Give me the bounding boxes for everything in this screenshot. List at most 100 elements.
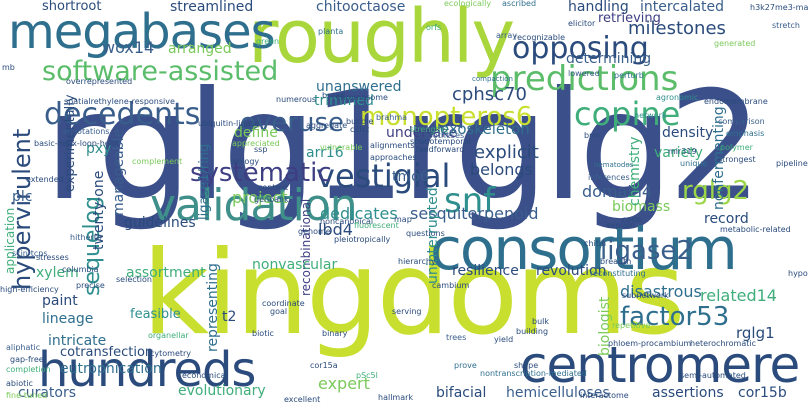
cloud-word-minor: columbia (62, 265, 99, 274)
cloud-word: assertions (652, 385, 724, 401)
cloud-word-minor: biology (230, 157, 260, 166)
cloud-word-minor: array (496, 31, 517, 40)
cloud-word-minor: semi-automated (680, 371, 746, 380)
cloud-word: vestigial (316, 157, 451, 195)
cloud-word-minor: strengths (410, 125, 448, 134)
cloud-word-minor: hallmark (378, 393, 414, 402)
cloud-word: belongs (470, 160, 533, 179)
cloud-word: validation (150, 180, 358, 231)
cloud-word-minor: brahma (376, 113, 408, 122)
cloud-word: ligase2 (600, 236, 693, 266)
cloud-word: rglg1 (736, 324, 775, 342)
cloud-word: snf (444, 181, 496, 221)
cloud-word-minor: genbank (254, 195, 289, 204)
cloud-word-minor: endomembrane (704, 97, 768, 106)
cloud-word-minor: stresses (36, 253, 69, 262)
cloud-word: curators (18, 385, 77, 401)
cloud-word-minor: overrepresented (66, 77, 133, 86)
cloud-word: systematic (190, 158, 332, 188)
cloud-word: representing (205, 263, 221, 352)
cloud-word-minor: building (516, 327, 549, 336)
cloud-word-minor: appreciated (232, 139, 280, 148)
cloud-word: revolution (536, 263, 607, 279)
cloud-word-minor: excellent (284, 395, 321, 404)
cloud-word-minor: extended (26, 175, 64, 184)
cloud-word-minor: compaction (472, 75, 513, 83)
cloud-word: exoskeleton (440, 120, 530, 138)
cloud-word-minor: aliphatic (6, 343, 41, 352)
cloud-word-minor: annotations (62, 127, 110, 136)
cloud-word-minor: numerous (276, 95, 317, 104)
cloud-word-minor: pleiotropically (334, 235, 391, 244)
cloud-word: eutrophication (60, 361, 162, 377)
cloud-word-minor: ubiquitin-ligase (198, 119, 260, 128)
cloud-word-minor: ecologically (444, 0, 492, 8)
cloud-word: expert (318, 374, 370, 393)
cloud-word: cphsc70 (452, 84, 527, 105)
cloud-word: disastrous (620, 282, 702, 301)
cloud-word-minor: scin-tcps (12, 249, 48, 258)
cloud-word: define (234, 125, 278, 141)
cloud-word-minor: spatialrethylene-responsive (64, 97, 175, 106)
cloud-word-minor: chitin (584, 239, 607, 248)
cloud-word: lineage (42, 311, 94, 327)
cloud-word-minor: trees (446, 333, 467, 342)
cloud-word: wox14 (102, 38, 155, 57)
cloud-word-minor: polymer (720, 143, 753, 152)
cloud-word-minor: network (634, 111, 667, 120)
cloud-word-minor: aggregate (306, 121, 348, 130)
cloud-word-minor: chromosome (336, 93, 388, 102)
cloud-word-minor: cor15a (310, 361, 338, 370)
cloud-word: related14 (700, 286, 777, 305)
cloud-word: application (3, 207, 17, 274)
cloud-word-minor: biotic (252, 329, 274, 338)
cloud-word: streamlined (170, 0, 254, 15)
cloud-word: record (704, 211, 749, 227)
cloud-word-minor: high-efficiency (0, 285, 59, 294)
cloud-word: pxy (86, 141, 112, 157)
cloud-word: retrieving (598, 11, 661, 26)
cloud-word: chemistry (627, 136, 643, 206)
cloud-word: project (232, 188, 288, 207)
cloud-word-minor: abiotic (6, 379, 33, 388)
cloud-word: evolutionary (178, 383, 266, 399)
cloud-word: arr16 (306, 145, 344, 161)
cloud-word: domain4 (582, 182, 653, 201)
cloud-word-minor: precise (76, 281, 105, 290)
cloud-word-minor: economical (182, 371, 228, 380)
cloud-word-minor: context (258, 183, 289, 192)
cloud-word-minor: nontranscription-mediated (480, 369, 587, 378)
cloud-word: monopteros6 (360, 102, 533, 132)
cloud-word-minor: emphasis (726, 129, 765, 138)
cloud-word-minor: brm (584, 131, 601, 140)
cloud-word: guidelines (124, 215, 196, 231)
cloud-word: kingdoms (142, 226, 686, 361)
cloud-word-minor: heterochromatic (690, 339, 756, 348)
cloud-word-minor: unique (680, 159, 708, 168)
cloud-word-minor: genome (298, 227, 331, 236)
cloud-word: dedicates (320, 204, 398, 223)
cloud-word-minor: feedforward (416, 145, 465, 154)
cloud-word-minor: organellar (148, 331, 189, 340)
cloud-word-minor: recognizable (514, 33, 566, 42)
cloud-word-minor: comparison (718, 117, 765, 126)
cloud-word-minor: coordinate (262, 299, 305, 308)
cloud-word-minor: breadth (600, 257, 632, 266)
cloud-word-minor: hitherto (70, 233, 102, 242)
cloud-word-minor: binary (322, 329, 348, 338)
cloud-word-minor: yield (494, 335, 514, 344)
cloud-word: resilience (452, 263, 519, 279)
cloud-word-minor: questions (406, 229, 445, 238)
cloud-word-minor: h3k27me3-marked (750, 3, 808, 12)
cloud-word: decedents (44, 97, 201, 132)
cloud-word-minor: mb (2, 63, 15, 72)
cloud-word: tmo6 (392, 169, 429, 185)
cloud-word-minor: complement (132, 157, 183, 166)
cloud-word: xylem (36, 265, 79, 281)
cloud-word: megabases (8, 4, 276, 60)
cloud-word-minor: cambium (432, 281, 470, 290)
cloud-word: chitooctaose (316, 0, 406, 15)
cloud-word: consortium (430, 215, 738, 283)
cloud-word-minor: approaches (370, 153, 417, 162)
